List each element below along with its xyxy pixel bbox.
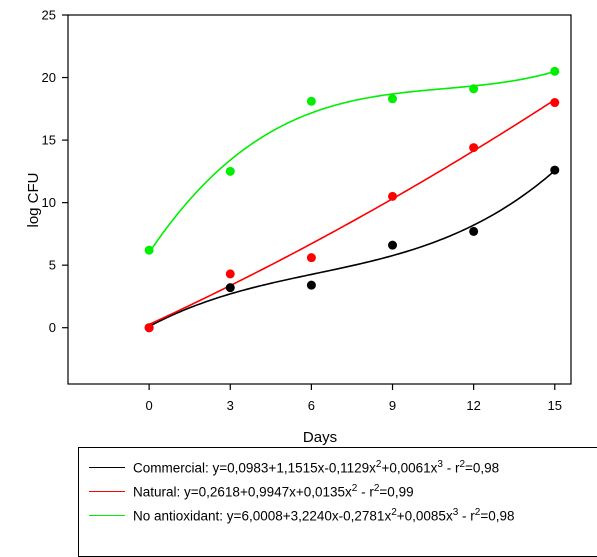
legend-swatch — [89, 466, 125, 468]
legend-label: No antioxidant: y=6,0008+3,2240x-0,2781x… — [133, 506, 515, 524]
data-point-natural — [225, 269, 235, 279]
y-tick-label: 25 — [42, 8, 56, 23]
data-point-no-antioxidant — [469, 84, 479, 94]
data-point-natural — [469, 143, 479, 153]
x-axis: 0 3 6 9 12 15 — [146, 384, 562, 413]
legend-label: Commercial: y=0,0983+1,1515x-0,1129x2+0,… — [133, 458, 500, 476]
data-point-natural — [144, 323, 154, 333]
legend-swatch — [89, 514, 125, 516]
data-points — [144, 66, 560, 333]
x-axis-title: Days — [303, 429, 337, 446]
x-tick-label: 15 — [548, 398, 562, 413]
y-tick-label: 15 — [42, 133, 56, 148]
legend: Commercial: y=0,0983+1,1515x-0,1129x2+0,… — [78, 447, 597, 557]
data-point-commercial — [469, 226, 479, 236]
x-tick-label: 12 — [466, 398, 480, 413]
y-tick-label: 20 — [42, 70, 56, 85]
legend-item-no-antioxidant: No antioxidant: y=6,0008+3,2240x-0,2781x… — [79, 504, 515, 526]
legend-item-natural: Natural: y=0,2618+0,9947x+0,0135x2 - r2=… — [79, 480, 414, 502]
x-tick-label: 0 — [146, 398, 153, 413]
data-point-no-antioxidant — [388, 94, 398, 104]
fit-curve-no-antioxidant — [148, 70, 555, 254]
data-point-no-antioxidant — [306, 96, 316, 106]
plot-frame — [67, 14, 572, 385]
x-tick-label: 9 — [389, 398, 396, 413]
y-axis-title: log CFU — [25, 172, 42, 227]
data-point-commercial — [306, 280, 316, 290]
y-tick-label: 5 — [49, 258, 56, 273]
legend-item-commercial: Commercial: y=0,0983+1,1515x-0,1129x2+0,… — [79, 456, 499, 478]
data-point-no-antioxidant — [144, 245, 154, 255]
data-point-no-antioxidant — [550, 66, 560, 76]
x-tick-label: 3 — [227, 398, 234, 413]
legend-label: Natural: y=0,2618+0,9947x+0,0135x2 - r2=… — [133, 482, 414, 500]
data-point-natural — [306, 253, 316, 263]
data-point-natural — [388, 191, 398, 201]
fit-curve-commercial — [148, 170, 556, 328]
data-point-commercial — [550, 165, 560, 175]
data-point-natural — [550, 98, 560, 108]
y-axis: 0 5 10 15 20 25 — [42, 8, 68, 335]
data-point-no-antioxidant — [225, 166, 235, 176]
data-point-commercial — [388, 240, 398, 250]
y-tick-label: 0 — [49, 320, 56, 335]
data-point-commercial — [225, 283, 235, 293]
y-tick-label: 10 — [42, 195, 56, 210]
fit-curve-natural — [148, 99, 556, 326]
legend-swatch — [89, 490, 125, 492]
x-tick-label: 6 — [308, 398, 315, 413]
fit-curves — [148, 70, 556, 328]
